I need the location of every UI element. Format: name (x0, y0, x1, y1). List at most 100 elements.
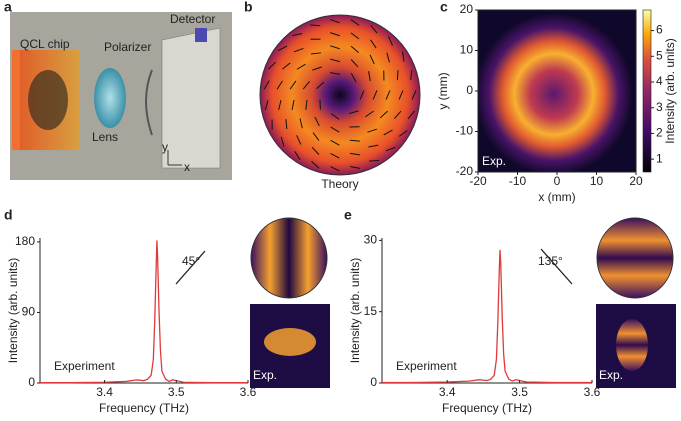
y-axis-label: Intensity (arb. units) (6, 258, 20, 363)
field-arrow (370, 39, 377, 49)
x-tick-label: -10 (509, 174, 527, 188)
field-arrow (312, 132, 320, 141)
polarizer (145, 69, 153, 136)
annotation: Exp. (482, 154, 506, 168)
annotation: Experiment (396, 359, 457, 373)
field-arrow (294, 150, 301, 160)
x-tick-label: 3.4 (96, 385, 113, 399)
field-arrow (372, 90, 378, 100)
x-tick-label: 3.6 (584, 385, 601, 399)
spectrum-line (40, 240, 248, 384)
inset-label: Exp. (599, 368, 623, 382)
annotation: Experiment (54, 359, 115, 373)
field-arrow (330, 113, 340, 120)
field-arrow (407, 110, 415, 120)
x-tick-label: 20 (629, 174, 643, 188)
theory-inset (596, 217, 674, 299)
colorbar-label: Intensity (arb. units) (663, 38, 677, 143)
field-arrow (330, 19, 340, 24)
field-arrow (296, 135, 302, 145)
chip-pattern (28, 70, 68, 130)
y-tick-label: 30 (364, 233, 378, 247)
field-arrow (349, 152, 360, 156)
photo-label: QCL chip (20, 37, 70, 51)
y-tick-label: 0 (466, 83, 473, 97)
field-arrow (385, 90, 391, 100)
field-arrow (296, 63, 306, 70)
field-arrow (316, 81, 325, 90)
field-arrow (291, 99, 295, 110)
colorbar-tick-label: 3 (656, 100, 663, 114)
field-arrow (370, 25, 378, 34)
field-arrow (292, 32, 303, 37)
x-tick-label: -20 (469, 174, 487, 188)
colorbar-tick-label: 5 (656, 48, 663, 62)
field-arrow (282, 62, 291, 70)
y-tick-label: 90 (22, 305, 36, 319)
x-tick-label: 3.4 (439, 385, 456, 399)
field-arrow (350, 165, 361, 169)
field-arrow (314, 116, 320, 127)
field-arrow (280, 136, 285, 147)
panel-label: e (344, 207, 352, 223)
field-arrow (402, 51, 405, 62)
photo-label: Polarizer (104, 40, 151, 54)
x-axis-label: Frequency (THz) (442, 401, 532, 415)
panel-label: a (4, 0, 12, 15)
y-tick-label: -10 (456, 124, 474, 138)
chip-glow (12, 50, 20, 150)
polarization-label: 45° (182, 254, 200, 268)
y-tick-label: 180 (15, 234, 35, 248)
field-arrow (383, 129, 393, 136)
field-arrow (330, 58, 340, 63)
photo-label: x (184, 160, 190, 174)
x-tick-label: 3.5 (168, 385, 185, 399)
field-arrow (310, 24, 321, 27)
polarization-arrow (540, 248, 573, 285)
field-arrow (276, 80, 283, 90)
field-arrow (330, 45, 340, 50)
axes-icon (167, 150, 182, 166)
field-arrow (411, 90, 417, 100)
detector (195, 28, 207, 42)
field-arrow (350, 32, 360, 40)
field-arrow (369, 54, 375, 65)
field-arrow (410, 70, 413, 81)
caption: Theory (321, 177, 358, 191)
field-arrow (277, 45, 288, 52)
colorbar-tick-label: 1 (656, 151, 663, 165)
x-tick-label: 3.5 (511, 385, 528, 399)
theory-map (259, 14, 421, 176)
exp-inset-spot (264, 328, 316, 356)
heatmap (478, 10, 636, 172)
field-arrow (393, 110, 402, 119)
colorbar-tick-label: 2 (656, 126, 663, 140)
field-arrow (348, 110, 359, 115)
field-arrow (350, 45, 359, 54)
y-tick-label: 15 (364, 304, 378, 318)
field-arrow (368, 144, 379, 148)
field-arrow (368, 71, 371, 82)
y-tick-label: -20 (456, 164, 474, 178)
field-arrows (263, 19, 417, 172)
y-axis-label: y (mm) (436, 72, 450, 109)
field-arrow (278, 100, 282, 111)
field-arrow (330, 32, 340, 37)
exp-inset-spot (616, 319, 648, 371)
field-arrow (398, 130, 408, 137)
y-tick-label: 0 (370, 375, 377, 389)
field-arrow (388, 36, 394, 46)
x-tick-label: 0 (554, 174, 561, 188)
detector-grid (161, 27, 221, 169)
y-tick-label: 0 (28, 375, 35, 389)
field-arrow (263, 80, 270, 90)
spectrum-line (382, 249, 592, 384)
x-tick-label: 3.6 (240, 385, 257, 399)
theory-inset (250, 217, 328, 299)
field-arrow (305, 99, 308, 110)
field-arrow (350, 59, 359, 68)
field-arrow (330, 126, 340, 133)
field-arrow (311, 146, 320, 155)
x-axis-label: Frequency (THz) (99, 401, 189, 415)
colorbar-tick-label: 4 (656, 74, 663, 88)
